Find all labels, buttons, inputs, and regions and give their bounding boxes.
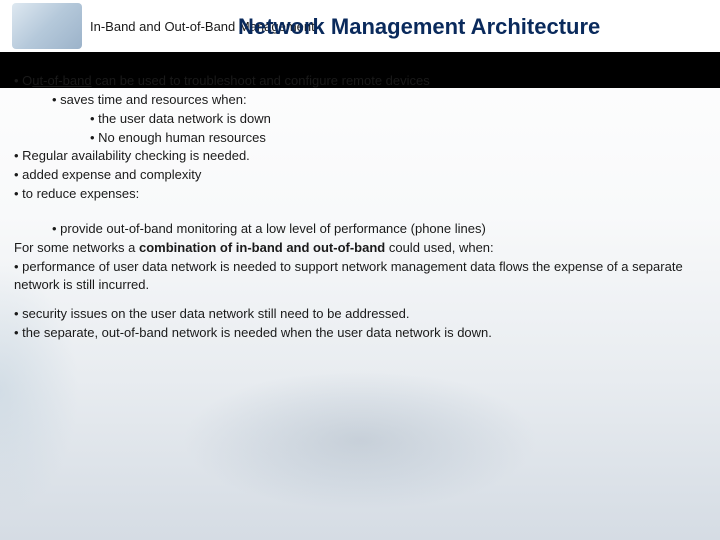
line1-suffix: can be used to troubleshoot and configur…: [92, 73, 430, 88]
body-line-7: • to reduce expenses:: [14, 185, 706, 204]
body-line-6: • added expense and complexity: [14, 166, 706, 185]
body-line-8: • provide out-of-band monitoring at a lo…: [52, 220, 706, 239]
body-line-5: • Regular availability checking is neede…: [14, 147, 706, 166]
bg-watermark: [150, 320, 570, 520]
gap-1: [14, 204, 706, 220]
body-line-1: • Out-of-band can be used to troubleshoo…: [14, 72, 706, 91]
body-line-4: • No enough human resources: [90, 129, 706, 148]
body-line-2: • saves time and resources when:: [52, 91, 706, 110]
body-line-12: • the separate, out-of-band network is n…: [14, 324, 706, 343]
slide-body: • Out-of-band can be used to troubleshoo…: [14, 72, 706, 343]
slide-title: Network Management Architecture: [238, 14, 600, 40]
body-line-9: For some networks a combination of in-ba…: [14, 239, 706, 258]
body-line-10: • performance of user data network is ne…: [14, 258, 706, 296]
line9-prefix: For some networks a: [14, 240, 139, 255]
header-graphic: [12, 3, 82, 49]
line1-prefix: • O: [14, 73, 32, 88]
line1-underlined: ut-of-band: [32, 73, 91, 88]
body-line-11: • security issues on the user data netwo…: [14, 305, 706, 324]
line9-bold: combination of in-band and out-of-band: [139, 240, 385, 255]
body-line-3: • the user data network is down: [90, 110, 706, 129]
line9-suffix: could used, when:: [385, 240, 493, 255]
gap-2: [14, 295, 706, 305]
